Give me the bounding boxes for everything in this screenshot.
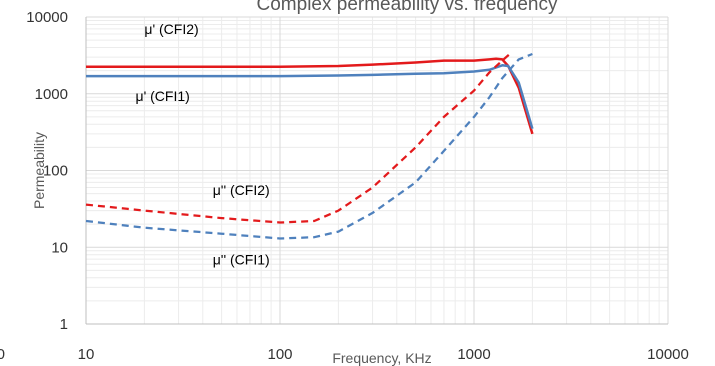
- series-line-0: [86, 57, 534, 135]
- y-axis-title: Permeability: [31, 132, 47, 209]
- series-line-2: [85, 52, 512, 224]
- series-labels: μ' (CFI2) μ' (CFI1) μ'' (CFI2) μ'' (CFI1): [136, 21, 270, 267]
- chart-title: Complex permeability vs. frequency: [257, 0, 558, 15]
- y-tick-label: 10000: [26, 9, 68, 26]
- y-tick-label: 1: [60, 316, 68, 333]
- x-tick-label: 10: [78, 346, 95, 363]
- series-line-3: [85, 52, 533, 240]
- series-group: [85, 52, 534, 240]
- y-tick-label: 1000: [35, 86, 68, 103]
- x-tick-label: 10000: [647, 346, 689, 363]
- series-label-2: μ'' (CFI2): [213, 182, 270, 198]
- series-label-0: μ' (CFI2): [144, 21, 198, 37]
- y-tick-label: 100: [43, 163, 68, 180]
- x-tick-label-clipped: 0: [0, 346, 5, 363]
- y-tick-label: 10: [51, 239, 68, 256]
- series-label-1: μ' (CFI1): [136, 88, 190, 104]
- series-label-3: μ'' (CFI1): [213, 251, 270, 267]
- series-line-1: [86, 64, 534, 130]
- x-tick-label: 100: [267, 346, 292, 363]
- x-axis-title: Frequency, KHz: [332, 350, 431, 366]
- x-tick-label: 1000: [457, 346, 490, 363]
- grid: [85, 16, 669, 325]
- tick-labels: 1 10 100 1000 10000 10 100 1000 10000 0: [0, 9, 689, 363]
- axes: [85, 17, 668, 325]
